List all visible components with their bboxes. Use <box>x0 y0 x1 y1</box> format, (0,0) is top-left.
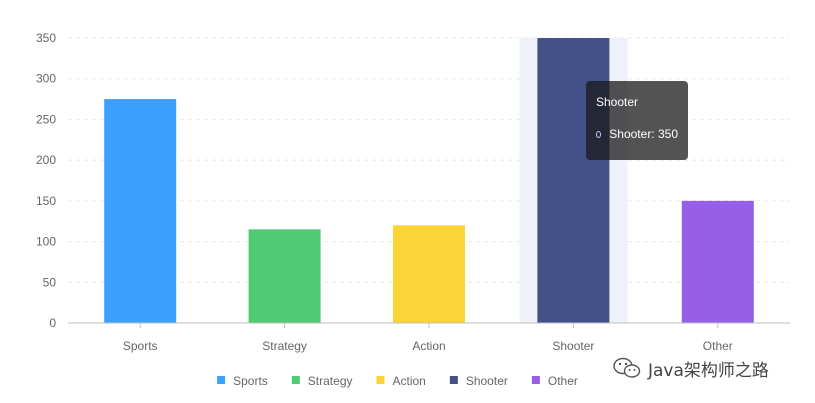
wechat-icon <box>613 357 641 378</box>
y-tick-label: 300 <box>36 72 56 86</box>
x-tick-label: Sports <box>123 339 158 353</box>
legend-marker <box>531 376 540 384</box>
legend-item-action[interactable]: Action <box>376 374 426 388</box>
bar-action[interactable] <box>393 225 465 323</box>
legend-item-other[interactable]: Other <box>531 374 578 388</box>
tooltip-title: Shooter <box>596 95 639 109</box>
chart-tooltip: Shooter Shooter: 350 <box>586 81 688 160</box>
y-tick-label: 200 <box>36 153 56 167</box>
legend-label: Action <box>392 374 425 388</box>
legend-marker <box>217 376 226 384</box>
tooltip-marker-icon <box>596 130 602 138</box>
y-tick-label: 0 <box>49 316 56 330</box>
bar-strategy[interactable] <box>248 229 321 323</box>
x-tick-label: Strategy <box>262 339 307 353</box>
y-tick-label: 100 <box>36 235 56 249</box>
legend-marker <box>376 376 385 384</box>
legend-label: Other <box>548 374 578 388</box>
y-tick-label: 350 <box>36 31 56 45</box>
x-tick-label: Other <box>703 339 733 353</box>
legend-label: Sports <box>233 374 268 388</box>
bar-other[interactable] <box>681 200 754 323</box>
legend-item-strategy[interactable]: Strategy <box>291 374 353 388</box>
legend-item-shooter[interactable]: Shooter <box>449 374 508 388</box>
legend-label: Strategy <box>308 374 353 388</box>
watermark: Java架构师之路 <box>612 353 769 383</box>
x-tick-label: Shooter <box>552 339 594 353</box>
legend-label: Shooter <box>466 374 508 388</box>
y-tick-label: 150 <box>36 194 56 208</box>
watermark-text: Java架构师之路 <box>648 360 769 381</box>
legend-marker <box>291 376 300 384</box>
legend-marker <box>449 376 458 384</box>
x-tick-label: Action <box>412 339 445 353</box>
y-tick-label: 50 <box>43 275 57 289</box>
tooltip-value: Shooter: 350 <box>609 127 678 141</box>
bar-sports[interactable] <box>104 99 177 323</box>
y-tick-label: 250 <box>36 112 56 126</box>
tooltip-row: Shooter: 350 <box>596 127 678 141</box>
legend-item-sports[interactable]: Sports <box>217 374 268 388</box>
